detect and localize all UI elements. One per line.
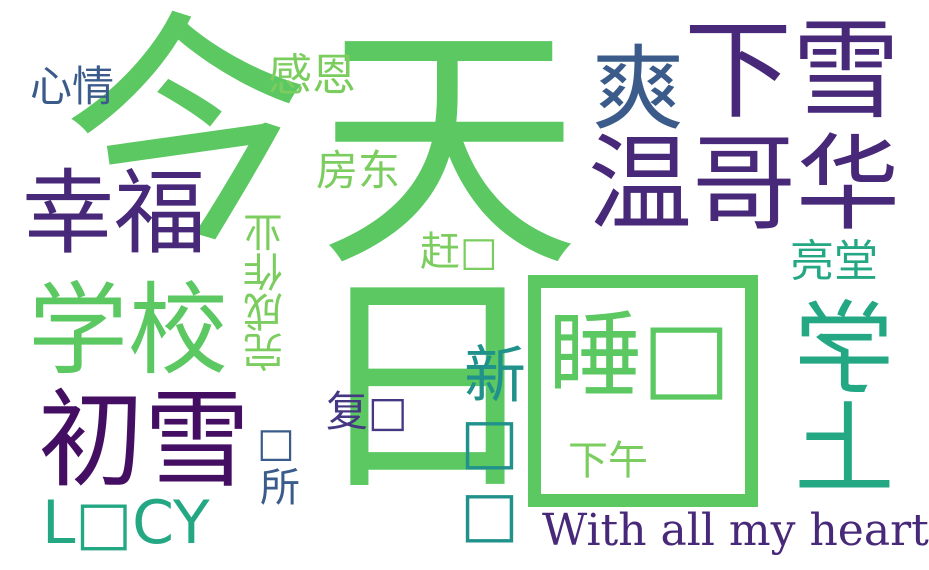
- word-xinqing: 心情: [30, 62, 115, 111]
- word-xin: 新□□: [453, 342, 526, 550]
- word-xiawu: 下午: [568, 438, 648, 484]
- word-chuxue: 初雪: [38, 379, 250, 502]
- word-lucy: L□CY: [42, 488, 210, 558]
- word-wengehua: 温哥华: [588, 123, 901, 245]
- word-ri: 日: [268, 262, 541, 497]
- word-with-all-my-heart: With all my heart: [542, 505, 929, 556]
- word-xueshang: 学上: [795, 296, 912, 496]
- word-suo: □所: [253, 420, 299, 506]
- word-tian: 天: [318, 0, 580, 303]
- word-liangtang: 亮堂: [790, 236, 878, 287]
- word-wanchengzuoye: 完成作业: [244, 212, 290, 372]
- word-xingfu: 幸福: [22, 160, 207, 267]
- word-fu: 复□: [326, 387, 408, 436]
- word-shui: 睡□: [548, 302, 731, 411]
- word-gan: 赶□: [420, 229, 498, 275]
- word-ganen: 感恩: [268, 50, 356, 101]
- word-fangdong: 房东: [316, 146, 401, 195]
- word-box-big: □: [528, 275, 758, 507]
- word-shuang: 爽: [592, 36, 685, 143]
- word-xuexiao: 学校: [28, 272, 228, 389]
- word-xiaxue: 下雪: [684, 9, 901, 134]
